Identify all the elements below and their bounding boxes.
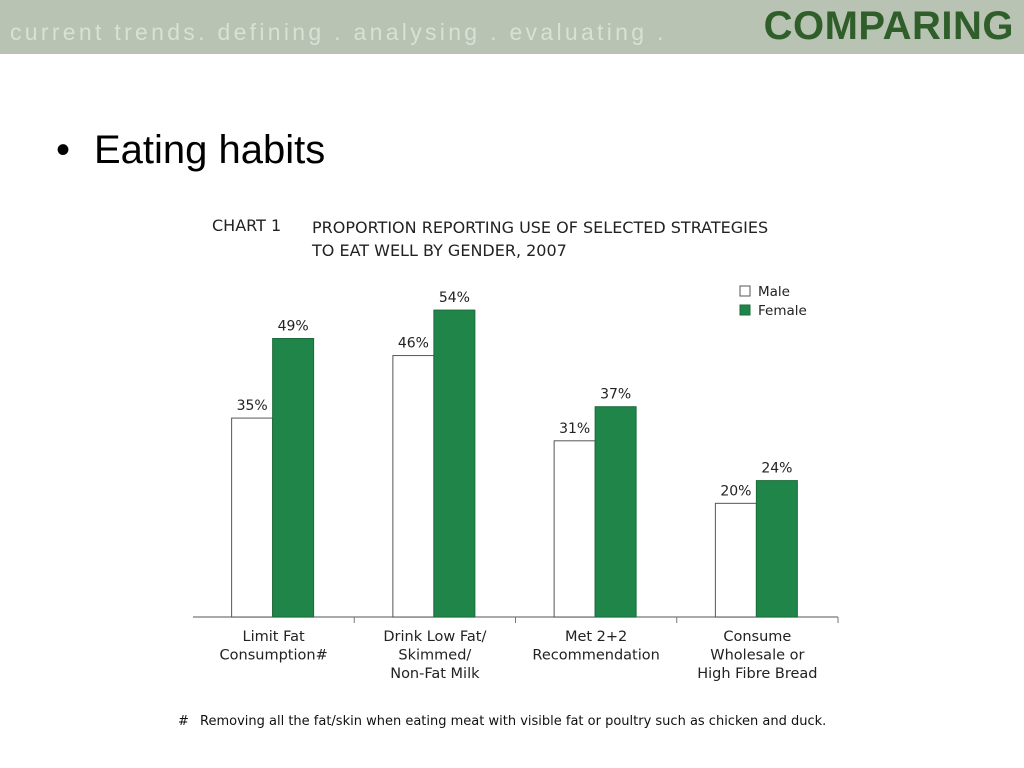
breadcrumb: current trends. defining . analysing . e…: [10, 19, 667, 45]
bar-male: [714, 502, 757, 618]
data-label: 31%: [559, 421, 590, 437]
data-label: 46%: [398, 336, 429, 352]
footnote: # Removing all the fat/skin when eating m…: [178, 714, 826, 729]
chart-title-line-2: TO EAT WELL BY GENDER, 2007: [312, 241, 567, 260]
category-label: Limit Fat: [243, 629, 305, 645]
legend-swatch-male: [739, 285, 751, 297]
bar-male: [231, 417, 274, 618]
legend-label: Female: [758, 303, 807, 319]
category-label: Consumption#: [220, 648, 328, 664]
data-label: 35%: [237, 398, 268, 414]
chart-title: PROPORTION REPORTING USE OF SELECTED STR…: [312, 216, 852, 262]
chart-title-line-1: PROPORTION REPORTING USE OF SELECTED STR…: [312, 218, 769, 237]
bar-female: [594, 406, 637, 618]
category-label: Recommendation: [532, 648, 659, 664]
data-label: 49%: [278, 319, 309, 335]
footnote-marker: #: [178, 714, 189, 729]
bar-female: [433, 309, 476, 618]
bullet-text: Eating habits: [94, 128, 326, 172]
legend-label: Male: [758, 284, 790, 300]
bar-male: [392, 355, 435, 618]
page-title: COMPARING: [763, 4, 1014, 48]
category-label: Skimmed/: [398, 648, 471, 664]
category-label: Met 2+2: [565, 629, 627, 645]
bar-female: [755, 480, 798, 618]
footnote-text: Removing all the fat/skin when eating me…: [200, 714, 827, 729]
chart-number: CHART 1: [212, 216, 282, 235]
bullet-marker: •: [56, 128, 71, 172]
category-label: Drink Low Fat/: [383, 629, 486, 645]
data-label: 24%: [761, 461, 792, 477]
bullet-item: • Eating habits: [56, 128, 325, 173]
bar-male: [553, 440, 596, 618]
category-label: Non-Fat Milk: [390, 666, 480, 682]
category-label: Wholesale or: [710, 648, 804, 664]
data-label: 54%: [439, 290, 470, 306]
data-label: 20%: [720, 483, 751, 499]
bar-female: [272, 338, 315, 618]
category-label: Consume: [723, 629, 791, 645]
legend-swatch-female: [739, 304, 751, 316]
data-label: 37%: [600, 387, 631, 403]
category-label: High Fibre Bread: [697, 666, 817, 682]
header-banner: current trends. defining . analysing . e…: [0, 0, 1024, 54]
